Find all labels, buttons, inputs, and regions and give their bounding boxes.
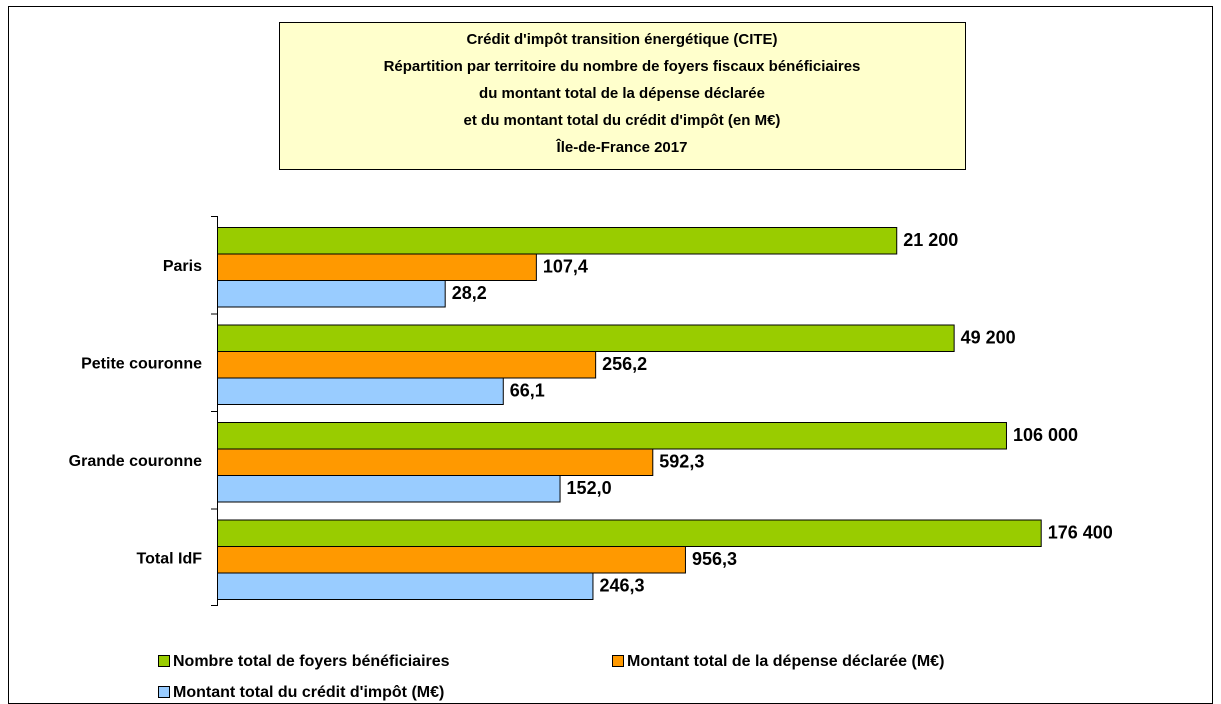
legend-swatch [158, 686, 170, 698]
bar [217, 377, 504, 405]
data-label: 106 000 [1013, 425, 1078, 445]
data-label: 152,0 [567, 478, 612, 498]
bar [217, 475, 561, 503]
bar [217, 572, 594, 600]
data-label: 176 400 [1048, 523, 1113, 543]
chart-title: Répartition par territoire du nombre de … [384, 58, 861, 75]
data-label: 592,3 [659, 452, 704, 472]
bar [217, 448, 654, 476]
data-label: 49 200 [961, 328, 1016, 348]
bar [217, 324, 955, 352]
y-tick-label: Grande couronne [69, 453, 202, 470]
y-tick-label: Petite couronne [81, 355, 202, 372]
bar [217, 422, 1007, 450]
legend-label: Nombre total de foyers bénéficiaires [173, 653, 450, 670]
data-label: 107,4 [543, 257, 588, 277]
bar [217, 519, 1042, 547]
data-label: 21 200 [903, 230, 958, 250]
data-label: 956,3 [692, 549, 737, 569]
y-tick-label: Paris [163, 258, 202, 275]
title-box [279, 22, 966, 170]
y-tick-label: Total IdF [137, 550, 203, 567]
chart-title: du montant total de la dépense déclarée [479, 85, 765, 102]
bar [217, 227, 898, 255]
bar [217, 253, 537, 281]
legend-label: Montant total du crédit d'impôt (M€) [173, 684, 444, 701]
data-label: 256,2 [602, 354, 647, 374]
legend-swatch [158, 655, 170, 667]
chart-title: Crédit d'impôt transition énergétique (C… [466, 31, 777, 48]
chart-title: Île-de-France 2017 [556, 138, 688, 156]
bar [217, 280, 446, 308]
bar [217, 351, 597, 379]
data-label: 66,1 [510, 381, 545, 401]
bar [217, 546, 686, 574]
chart-title: et du montant total du crédit d'impôt (e… [464, 112, 781, 129]
legend-label: Montant total de la dépense déclarée (M€… [627, 653, 944, 670]
data-label: 246,3 [599, 576, 644, 596]
data-label: 28,2 [452, 283, 487, 303]
legend-swatch [612, 655, 624, 667]
